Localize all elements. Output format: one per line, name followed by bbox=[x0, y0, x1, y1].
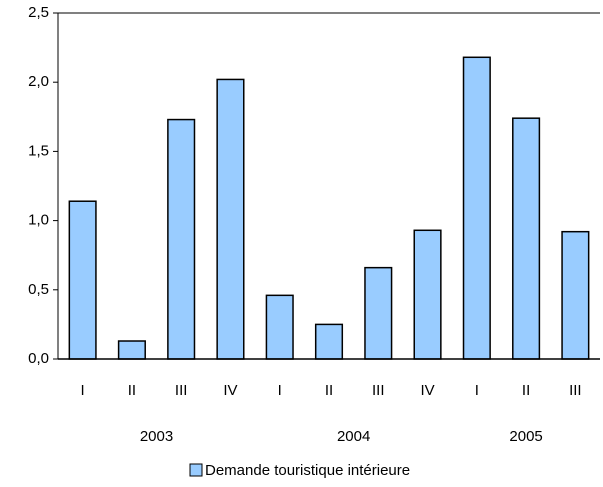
x-tick-label: I bbox=[81, 382, 85, 399]
x-tick-label: III bbox=[175, 382, 188, 399]
bar bbox=[68, 200, 97, 360]
x-tick-label: III bbox=[372, 382, 385, 399]
x-tick-label: I bbox=[475, 382, 479, 399]
group-label: 2005 bbox=[509, 428, 542, 445]
bar bbox=[167, 118, 196, 360]
y-tick-label: 2,5 bbox=[28, 4, 49, 21]
bar bbox=[413, 229, 442, 360]
x-tick-label: II bbox=[522, 382, 530, 399]
bar bbox=[512, 117, 541, 360]
bar bbox=[314, 323, 344, 360]
x-tick-label: I bbox=[278, 382, 282, 399]
bar bbox=[462, 56, 491, 360]
y-tick-label: 2,0 bbox=[28, 73, 49, 90]
group-label: 2003 bbox=[140, 428, 173, 445]
group-label: 2004 bbox=[337, 428, 370, 445]
x-tick-label: IV bbox=[223, 382, 237, 399]
x-tick-label: IV bbox=[420, 382, 434, 399]
bar bbox=[561, 230, 590, 360]
y-tick-label: 0,5 bbox=[28, 281, 49, 298]
x-tick-label: II bbox=[325, 382, 333, 399]
bar bbox=[117, 340, 146, 360]
bar bbox=[265, 294, 294, 360]
bar bbox=[216, 78, 245, 360]
y-tick-label: 0,0 bbox=[28, 350, 49, 367]
legend-swatch bbox=[189, 463, 203, 477]
legend-label: Demande touristique intérieure bbox=[205, 462, 410, 479]
y-tick-label: 1,0 bbox=[28, 212, 49, 229]
x-tick-label: III bbox=[569, 382, 582, 399]
bar bbox=[364, 266, 393, 360]
x-tick-label: II bbox=[128, 382, 136, 399]
y-tick-label: 1,5 bbox=[28, 142, 49, 159]
